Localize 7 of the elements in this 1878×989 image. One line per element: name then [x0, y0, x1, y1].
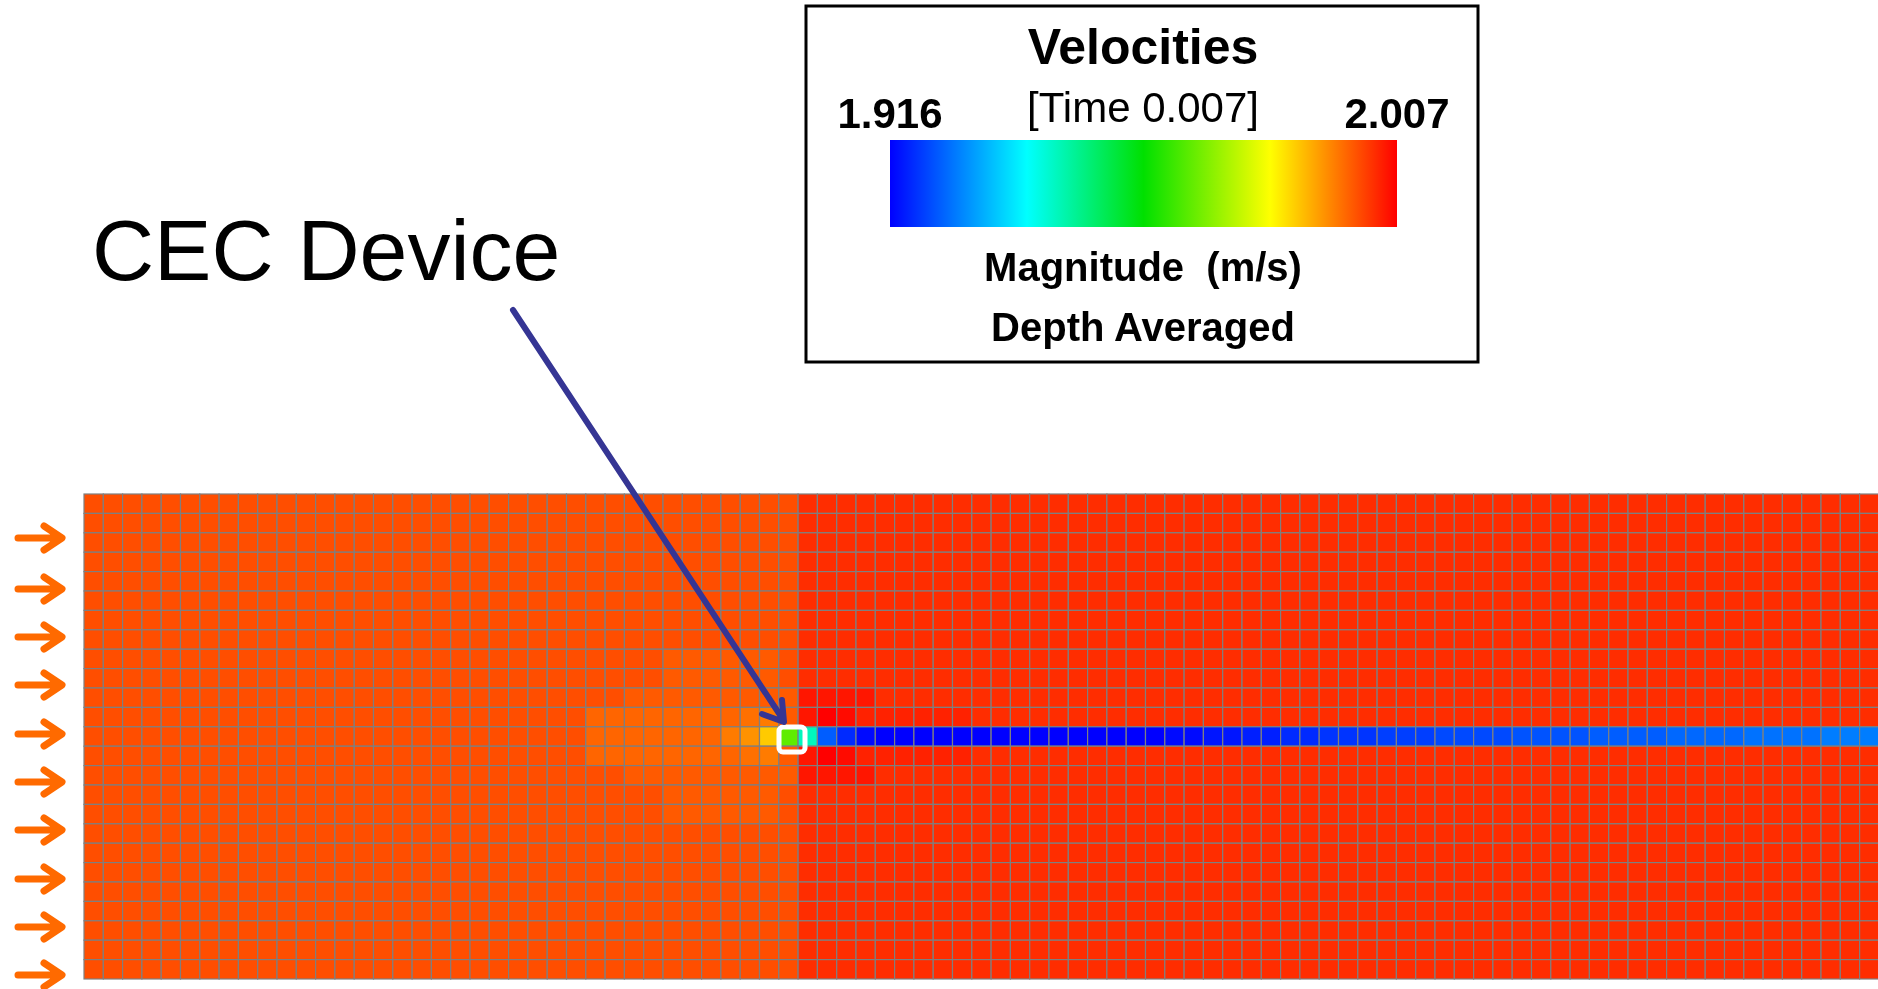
color-bar-title: Magnitude (m/s)	[984, 245, 1302, 289]
chart-subtitle: [Time 0.007]	[1027, 84, 1259, 131]
text: CEC Device	[92, 202, 561, 298]
chart-title: Velocities	[1027, 19, 1259, 75]
color-bar-label: 2.007	[1344, 90, 1450, 137]
text: Depth Averaged	[991, 305, 1295, 349]
color-bar-label: 1.916	[837, 90, 943, 137]
